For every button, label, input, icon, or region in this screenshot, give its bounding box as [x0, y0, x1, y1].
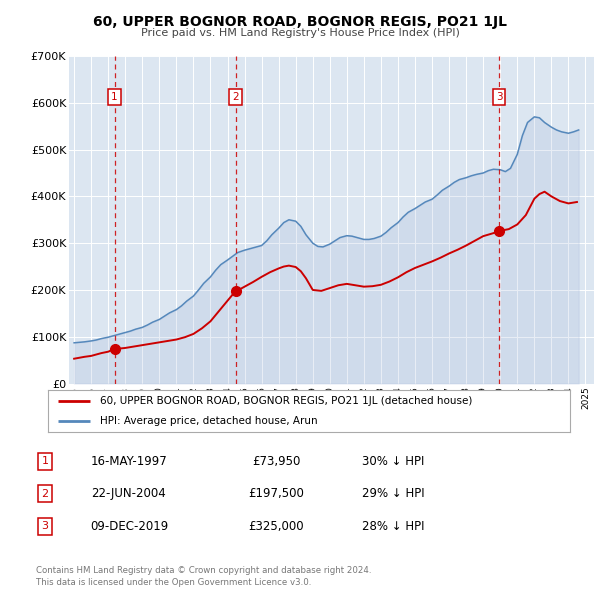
Text: 30% ↓ HPI: 30% ↓ HPI: [362, 455, 424, 468]
Text: £197,500: £197,500: [248, 487, 304, 500]
Text: Price paid vs. HM Land Registry's House Price Index (HPI): Price paid vs. HM Land Registry's House …: [140, 28, 460, 38]
Text: £73,950: £73,950: [252, 455, 300, 468]
Text: 3: 3: [496, 92, 502, 102]
Text: 2: 2: [41, 489, 49, 499]
Text: 60, UPPER BOGNOR ROAD, BOGNOR REGIS, PO21 1JL: 60, UPPER BOGNOR ROAD, BOGNOR REGIS, PO2…: [93, 15, 507, 29]
Text: 2: 2: [232, 92, 239, 102]
Text: Contains HM Land Registry data © Crown copyright and database right 2024.
This d: Contains HM Land Registry data © Crown c…: [36, 566, 371, 587]
Text: 22-JUN-2004: 22-JUN-2004: [92, 487, 166, 500]
Text: HPI: Average price, detached house, Arun: HPI: Average price, detached house, Arun: [100, 416, 318, 426]
Text: £325,000: £325,000: [248, 520, 304, 533]
Text: 29% ↓ HPI: 29% ↓ HPI: [362, 487, 424, 500]
Text: 16-MAY-1997: 16-MAY-1997: [91, 455, 167, 468]
Text: 1: 1: [111, 92, 118, 102]
Text: 09-DEC-2019: 09-DEC-2019: [90, 520, 168, 533]
Text: 60, UPPER BOGNOR ROAD, BOGNOR REGIS, PO21 1JL (detached house): 60, UPPER BOGNOR ROAD, BOGNOR REGIS, PO2…: [100, 396, 473, 407]
Text: 3: 3: [41, 522, 49, 531]
Text: 1: 1: [41, 457, 49, 466]
Text: 28% ↓ HPI: 28% ↓ HPI: [362, 520, 424, 533]
